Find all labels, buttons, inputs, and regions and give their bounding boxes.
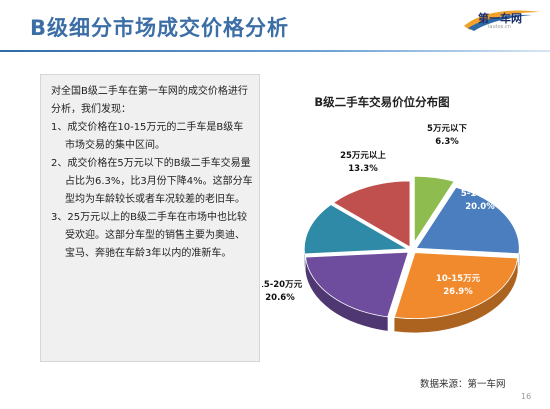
logo-text: 第一车网 bbox=[478, 12, 522, 25]
pie-slice-name-label: 20-25万元 bbox=[290, 189, 335, 199]
chart-title: B级二手车交易价位分布图 bbox=[314, 95, 449, 109]
analysis-intro: 对全国B级二手车在第一车网的成交价格进行分析，我们发现： bbox=[51, 86, 248, 115]
pie-slice bbox=[332, 180, 411, 248]
pie-slice-value-label: 13.3% bbox=[348, 164, 378, 174]
pie-slice-value-label: 12.9% bbox=[297, 202, 327, 212]
pie-slice-value-label: 20.6% bbox=[265, 293, 295, 303]
pie-slice-name-label: 5-10万元 bbox=[461, 189, 500, 199]
price-distribution-pie-chart: B级二手车交易价位分布图 5万元以下 6.3% 5-10万元 20.0% 10-15万元… bbox=[262, 95, 520, 333]
pie-slice-side bbox=[305, 257, 388, 331]
analysis-point-3: 3、25万元以上的B级二手车在市场中也比较受欢迎。这部分车型的销售主要为奥迪、宝… bbox=[51, 212, 247, 259]
pie-slice-value-label: 20.0% bbox=[465, 202, 495, 212]
pie-slice bbox=[305, 251, 409, 318]
pie-slice-side bbox=[394, 258, 518, 333]
analysis-point-1: 1、成交价格在10-15万元的二手车是B级车市场交易的集中区间。 bbox=[51, 122, 244, 151]
pie-slice bbox=[415, 186, 520, 255]
pie-slice bbox=[303, 204, 409, 255]
pie-slice bbox=[413, 175, 455, 244]
analysis-textbox: 对全国B级二手车在第一车网的成交价格进行分析，我们发现： 1、成交价格在10-1… bbox=[40, 74, 260, 362]
analysis-point-2: 2、成交价格在5万元以下的B级二手车交易量占比为6.3%，比3月份下降4%。这部… bbox=[51, 158, 253, 205]
pie-slice-name-label: 5万元以下 bbox=[427, 124, 467, 134]
pie-slice-name-label: 15-20万元 bbox=[262, 280, 303, 290]
slide-header: B级细分市场成交价格分析 第一车网 iautos.cn bbox=[0, 0, 550, 60]
page-number: 16 bbox=[521, 392, 532, 401]
title-underline bbox=[0, 50, 550, 52]
logo-swoosh-icon bbox=[464, 10, 540, 31]
pie-slice-value-label: 6.3% bbox=[435, 137, 459, 147]
logo-subtext: iautos.cn bbox=[488, 24, 511, 30]
pie-slice bbox=[393, 252, 519, 319]
pie-slice-name-label: 25万元以上 bbox=[340, 150, 386, 161]
pie-slice-value-label: 26.9% bbox=[443, 287, 473, 297]
pie-slice-name-label: 10-15万元 bbox=[436, 274, 481, 284]
data-source-note: 数据来源：第一车网 bbox=[420, 379, 506, 390]
slide-title: B级细分市场成交价格分析 bbox=[30, 16, 290, 40]
